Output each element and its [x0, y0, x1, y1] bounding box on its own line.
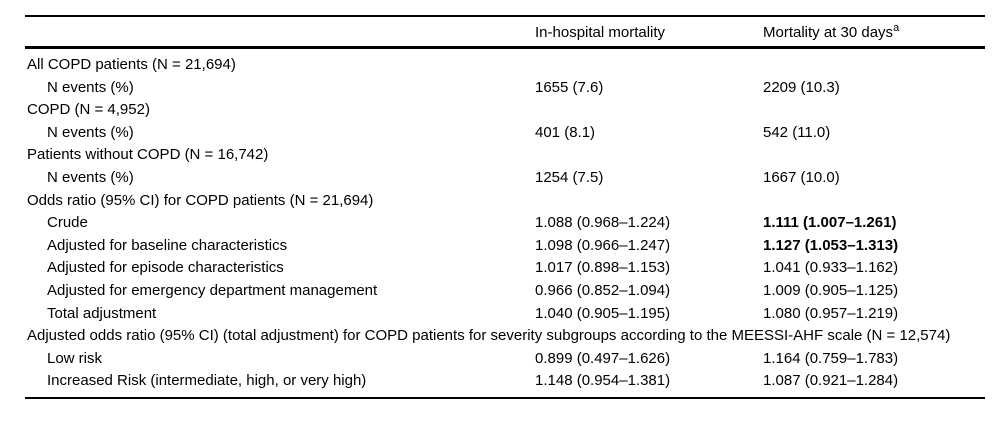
in-hospital-mortality-value [535, 54, 763, 77]
row-label: N events (%) [47, 78, 134, 96]
table-row: Adjusted odds ratio (95% CI) (total adju… [25, 325, 985, 348]
table-row: Low risk 0.899 (0.497–1.626) 1.164 (0.759–… [25, 348, 985, 371]
table-body: All COPD patients (N = 21,694) N events (… [25, 49, 985, 397]
row-label: Adjusted odds ratio (95% CI) (total adju… [27, 327, 951, 345]
table-top-rule [25, 15, 985, 17]
in-hospital-mortality-value: 0.899 (0.497–1.626) [535, 349, 671, 367]
in-hospital-mortality-value: 1655 (7.6) [535, 78, 604, 96]
row-label: Increased Risk (intermediate, high, or v… [47, 372, 367, 390]
table-row: N events (%) 1254 (7.5) 1667 (10.0) [25, 167, 985, 190]
in-hospital-mortality-value: 0.966 (0.852–1.094) [535, 281, 671, 299]
table-bottom-rule [25, 396, 985, 399]
row-label: Low risk [47, 349, 103, 367]
row-label: All COPD patients (N = 21,694) [27, 56, 236, 73]
table-row: Adjusted for baseline characteristics 1.0… [25, 235, 985, 258]
row-label: N events (%) [47, 168, 134, 186]
mortality-30-days-value [763, 99, 985, 122]
in-hospital-mortality-value [535, 99, 763, 122]
mortality-30-days-value [763, 54, 985, 77]
in-hospital-mortality-value: 1.098 (0.966–1.247) [535, 236, 671, 254]
table-row: Total adjustment 1.040 (0.905–1.195) 1.080… [25, 303, 985, 326]
row-label: Crude [47, 214, 88, 232]
mortality-30-days-value: 1.127 (1.053–1.313) [763, 236, 899, 254]
row-label: Adjusted for baseline characteristics [47, 236, 288, 254]
mortality-30-days-value: 1.164 (0.759–1.783) [763, 349, 899, 367]
in-hospital-mortality-value [535, 190, 763, 213]
table-row: N events (%) 401 (8.1) 542 (11.0) [25, 122, 985, 145]
in-hospital-mortality-value: 1.040 (0.905–1.195) [535, 304, 671, 322]
in-hospital-mortality-value [535, 144, 763, 167]
table-row: Increased Risk (intermediate, high, or v… [25, 370, 985, 393]
row-label: Total adjustment [47, 304, 157, 322]
row-label: Odds ratio (95% CI) for COPD patients (N… [27, 191, 374, 209]
row-label: Adjusted for emergency department manage… [47, 281, 378, 299]
mortality-30-days-value [763, 190, 985, 213]
mortality-30-days-value: 1667 (10.0) [763, 168, 840, 186]
column-header-mortality-30-days: Mortality at 30 daysa [763, 22, 985, 42]
row-label: Patients without COPD (N = 16,742) [27, 146, 269, 164]
mortality-30-days-value: 1.009 (0.905–1.125) [763, 281, 899, 299]
row-label: N events (%) [47, 123, 134, 141]
column-header-label: In-hospital mortality [535, 24, 666, 41]
table-row: Adjusted for episode characteristics 1.01… [25, 257, 985, 280]
in-hospital-mortality-value: 1.088 (0.968–1.224) [535, 214, 671, 232]
table-row: All COPD patients (N = 21,694) [25, 54, 985, 77]
mortality-30-days-value: 1.080 (0.957–1.219) [763, 304, 899, 322]
table-row: COPD (N = 4,952) [25, 99, 985, 122]
mortality-30-days-value: 542 (11.0) [763, 123, 831, 141]
mortality-30-days-value: 2209 (10.3) [763, 78, 840, 96]
mortality-30-days-value: 1.041 (0.933–1.162) [763, 259, 899, 277]
in-hospital-mortality-value: 401 (8.1) [535, 123, 596, 141]
in-hospital-mortality-value: 1.017 (0.898–1.153) [535, 259, 671, 277]
table-header-row: In-hospital mortality Mortality at 30 da… [25, 17, 985, 46]
in-hospital-mortality-value: 1254 (7.5) [535, 168, 604, 186]
mortality-30-days-value [763, 144, 985, 167]
footnote-marker-a: a [893, 22, 900, 34]
row-label: COPD (N = 4,952) [27, 101, 150, 119]
column-header-in-hospital-mortality: In-hospital mortality [535, 24, 763, 41]
column-header-label: Mortality at 30 days [763, 24, 894, 41]
mortality-30-days-value: 1.087 (0.921–1.284) [763, 372, 899, 390]
in-hospital-mortality-value: 1.148 (0.954–1.381) [535, 372, 671, 390]
mortality-results-table: In-hospital mortality Mortality at 30 da… [25, 15, 985, 399]
table-row: N events (%) 1655 (7.6) 2209 (10.3) [25, 77, 985, 100]
table-header-rule [25, 46, 985, 49]
mortality-30-days-value: 1.111 (1.007–1.261) [763, 214, 897, 232]
table-row: Crude 1.088 (0.968–1.224) 1.111 (1.007–1.2… [25, 212, 985, 235]
table-row: Adjusted for emergency department manage… [25, 280, 985, 303]
row-label: Adjusted for episode characteristics [47, 259, 284, 277]
table-row: Patients without COPD (N = 16,742) [25, 144, 985, 167]
table-row: Odds ratio (95% CI) for COPD patients (N… [25, 190, 985, 213]
